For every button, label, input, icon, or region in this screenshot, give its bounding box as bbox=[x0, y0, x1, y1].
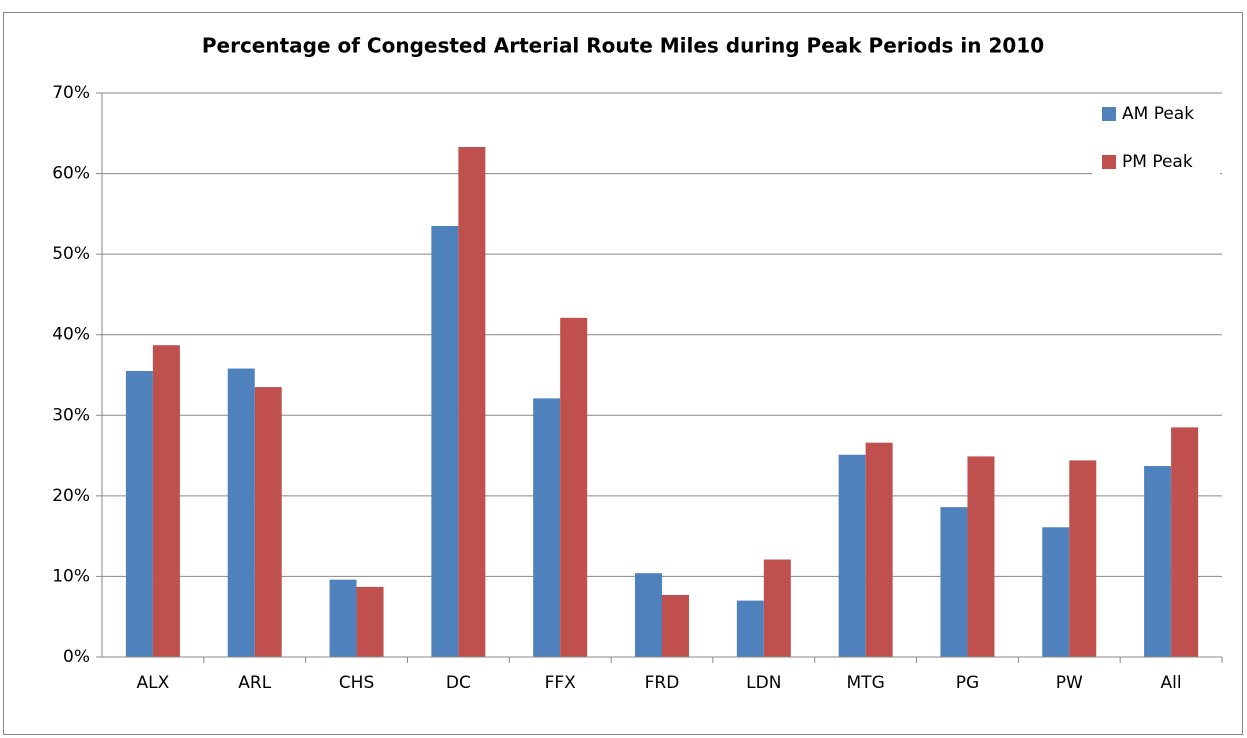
bar bbox=[560, 317, 588, 657]
bar bbox=[1171, 427, 1199, 657]
bar bbox=[458, 146, 486, 658]
x-tick-label: CHS bbox=[339, 673, 374, 693]
x-tick-label: FRD bbox=[645, 673, 680, 693]
bar bbox=[1042, 527, 1070, 657]
x-tick-label: ARL bbox=[238, 673, 271, 693]
bar bbox=[431, 225, 459, 657]
legend-swatch bbox=[1102, 155, 1116, 169]
x-tick-label: All bbox=[1161, 673, 1182, 693]
x-tick-label: MTG bbox=[847, 673, 885, 693]
x-tick-label: PG bbox=[956, 673, 979, 693]
chart-title: Percentage of Congested Arterial Route M… bbox=[202, 34, 1044, 58]
bar bbox=[967, 456, 995, 657]
bar bbox=[1144, 466, 1172, 657]
x-tick-label: DC bbox=[446, 673, 471, 693]
bar bbox=[635, 573, 662, 657]
bar bbox=[125, 370, 153, 657]
legend-label: AM Peak bbox=[1122, 104, 1194, 124]
y-tick-label: 20% bbox=[52, 486, 90, 506]
bar bbox=[763, 559, 791, 657]
x-tick-label: ALX bbox=[137, 673, 170, 693]
y-tick-label: 70% bbox=[52, 83, 90, 103]
x-tick-label: FFX bbox=[545, 673, 577, 693]
bar bbox=[865, 442, 893, 657]
y-tick-label: 50% bbox=[52, 244, 90, 264]
bar bbox=[940, 507, 968, 657]
bar bbox=[533, 398, 561, 657]
y-tick-label: 60% bbox=[52, 164, 90, 184]
y-tick-label: 0% bbox=[63, 647, 90, 667]
bar bbox=[662, 594, 689, 657]
bar bbox=[227, 368, 255, 657]
bar bbox=[1069, 460, 1097, 657]
bar bbox=[329, 579, 357, 657]
y-tick-label: 40% bbox=[52, 325, 90, 345]
x-tick-label: LDN bbox=[746, 673, 781, 693]
bar bbox=[254, 387, 282, 657]
bar bbox=[838, 454, 866, 657]
chart-border bbox=[3, 12, 1243, 735]
bar bbox=[736, 600, 764, 657]
bar bbox=[356, 586, 384, 657]
x-tick-label: PW bbox=[1056, 673, 1083, 693]
legend-label: PM Peak bbox=[1122, 152, 1193, 172]
legend-swatch bbox=[1102, 107, 1116, 121]
bar bbox=[152, 345, 180, 657]
y-tick-label: 10% bbox=[52, 566, 90, 586]
y-tick-label: 30% bbox=[52, 405, 90, 425]
